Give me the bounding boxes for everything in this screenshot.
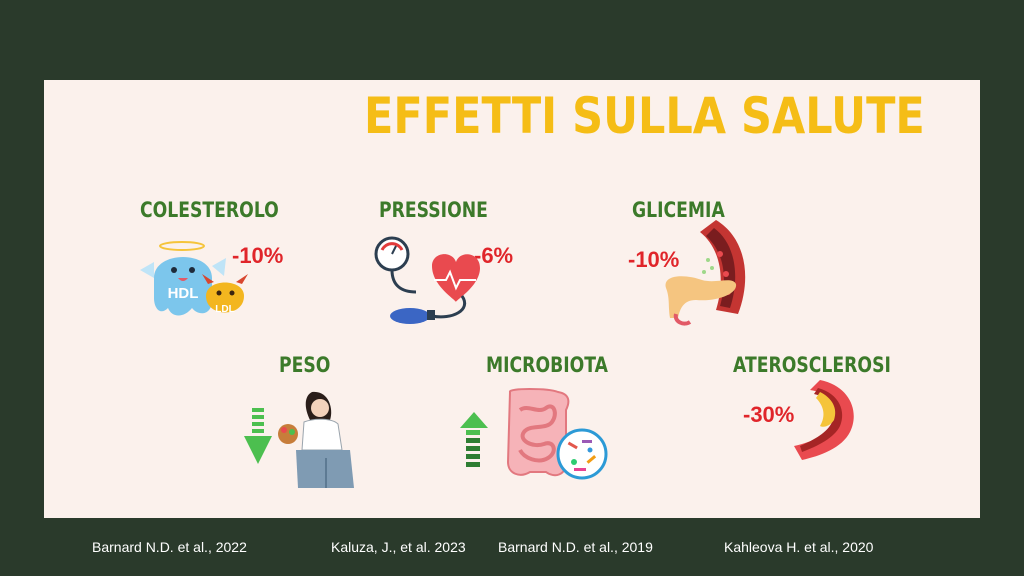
reference-4: Kahleova H. et al., 2020	[724, 539, 874, 555]
colesterolo-label: COLESTEROLO	[140, 198, 279, 222]
glicemia-label: GLICEMIA	[632, 198, 725, 222]
microbiota-label: MICROBIOTA	[486, 353, 608, 377]
colesterolo-value: -10%	[232, 243, 284, 268]
blood-pressure-heart-icon	[374, 236, 480, 324]
aterosclerosi-label: ATEROSCLEROSI	[733, 353, 891, 377]
pressione-label: PRESSIONE	[379, 198, 488, 222]
artery-plaque-icon	[794, 380, 854, 460]
reference-1: Barnard N.D. et al., 2022	[92, 539, 247, 555]
slide-title: EFFETTI SULLA SALUTE	[364, 87, 925, 145]
intestine-microbes-icon	[460, 388, 608, 480]
reference-2: Kaluza, J., et al. 2023	[331, 539, 466, 555]
pressione-value: -6%	[474, 243, 514, 268]
glicemia-value: -10%	[628, 247, 680, 272]
peso-label: PESO	[279, 353, 331, 377]
pancreas-blood-vessel-icon	[665, 220, 746, 326]
hdl-ldl-cholesterol-icon: HDL LDL	[140, 241, 248, 316]
ldl-badge: LDL	[215, 304, 234, 315]
aterosclerosi-value: -30%	[743, 402, 795, 427]
hdl-badge: HDL	[168, 285, 199, 302]
reference-3: Barnard N.D. et al., 2019	[498, 539, 653, 555]
weight-loss-woman-icon	[244, 391, 354, 488]
